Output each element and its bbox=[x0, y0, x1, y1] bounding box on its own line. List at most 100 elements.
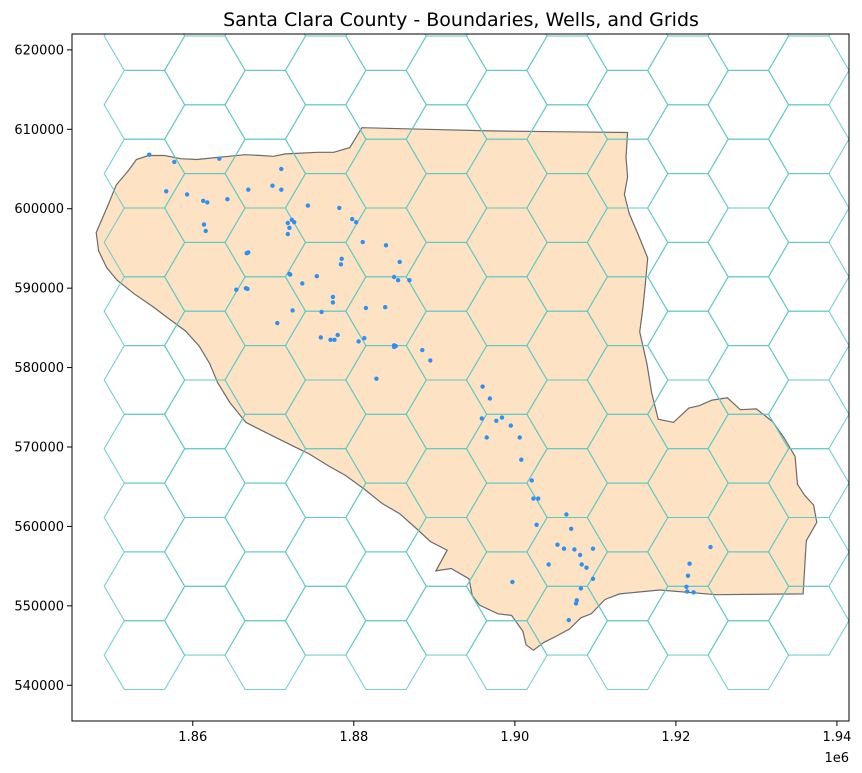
well-point bbox=[684, 584, 689, 589]
y-tick-label: 600000 bbox=[14, 202, 64, 217]
well-point bbox=[479, 416, 484, 421]
hex-cell bbox=[284, 585, 367, 656]
well-point bbox=[687, 561, 692, 566]
well-point bbox=[566, 617, 571, 623]
y-tick-label: 540000 bbox=[14, 679, 64, 694]
y-tick-label: 610000 bbox=[14, 123, 64, 138]
well-point bbox=[519, 457, 524, 462]
map-title: Santa Clara County - Boundaries, Wells, … bbox=[223, 9, 699, 31]
well-point bbox=[330, 300, 336, 305]
well-point bbox=[536, 496, 541, 501]
well-point bbox=[555, 542, 560, 547]
well-point bbox=[305, 203, 311, 208]
x-axis: 1.86 1.88 1.90 1.92 1.94 bbox=[178, 721, 851, 745]
well-point bbox=[279, 187, 284, 192]
hex-cell bbox=[586, 69, 669, 140]
well-point bbox=[546, 562, 551, 567]
hex-cell bbox=[103, 413, 186, 484]
hex-cell bbox=[647, 241, 729, 312]
well-point bbox=[225, 197, 230, 202]
hex-cell bbox=[647, 173, 729, 243]
hex-cell bbox=[707, 207, 790, 278]
y-tick-label: 550000 bbox=[14, 599, 64, 614]
well-point bbox=[508, 423, 513, 428]
hex-cell bbox=[163, 448, 246, 519]
well-point bbox=[356, 339, 361, 344]
well-point bbox=[172, 159, 177, 165]
hex-cell bbox=[103, 69, 186, 140]
hex-cell bbox=[163, 35, 246, 106]
hex-cell bbox=[345, 620, 427, 691]
hex-cell bbox=[647, 35, 729, 106]
well-point bbox=[246, 187, 251, 192]
well-point bbox=[332, 337, 337, 342]
well-point bbox=[685, 573, 691, 578]
well-point bbox=[234, 287, 239, 292]
well-point bbox=[337, 205, 342, 211]
well-point bbox=[290, 308, 295, 313]
well-point bbox=[285, 220, 290, 226]
well-point bbox=[244, 251, 249, 256]
hex-cell bbox=[103, 620, 186, 691]
y-tick-label: 580000 bbox=[14, 361, 64, 376]
hex-cell bbox=[224, 551, 307, 622]
hex-cell bbox=[647, 104, 729, 175]
well-point bbox=[531, 496, 536, 501]
well-point bbox=[205, 200, 210, 205]
y-tick-label: 560000 bbox=[14, 520, 64, 535]
well-point bbox=[350, 216, 355, 222]
well-point bbox=[285, 231, 290, 237]
well-point bbox=[288, 272, 293, 277]
well-point bbox=[494, 418, 499, 423]
well-point bbox=[691, 590, 696, 595]
well-point bbox=[338, 262, 344, 267]
well-point bbox=[573, 601, 579, 606]
hex-cell bbox=[767, 173, 849, 243]
well-point bbox=[397, 259, 402, 265]
well-point bbox=[275, 320, 280, 326]
x-tick-label: 1.88 bbox=[339, 730, 368, 745]
well-point bbox=[335, 332, 340, 338]
well-point bbox=[383, 305, 388, 310]
wells-layer bbox=[147, 152, 713, 623]
well-point bbox=[499, 415, 505, 420]
well-point bbox=[270, 183, 275, 188]
well-point bbox=[569, 526, 574, 531]
well-point bbox=[184, 192, 190, 197]
well-point bbox=[339, 256, 344, 261]
hex-cell bbox=[767, 104, 849, 175]
y-axis: 540000 550000 560000 570000 580000 590000 6000… bbox=[14, 43, 72, 694]
hex-cell bbox=[224, 482, 307, 553]
well-point bbox=[314, 274, 319, 279]
well-point bbox=[391, 344, 397, 350]
well-point bbox=[360, 239, 365, 245]
well-point bbox=[564, 512, 569, 517]
plot-area bbox=[95, 34, 849, 691]
well-point bbox=[147, 152, 152, 157]
well-point bbox=[245, 286, 250, 292]
well-point bbox=[487, 396, 493, 401]
well-point bbox=[279, 166, 284, 172]
well-point bbox=[292, 220, 297, 225]
well-point bbox=[708, 544, 713, 550]
well-point bbox=[318, 335, 323, 340]
hex-cell bbox=[707, 69, 790, 140]
hex-cell bbox=[586, 620, 669, 691]
well-point bbox=[354, 220, 359, 225]
county-boundary bbox=[95, 127, 818, 652]
hex-cell bbox=[284, 35, 367, 106]
well-point bbox=[529, 478, 534, 483]
well-point bbox=[428, 358, 433, 363]
hex-cell bbox=[707, 620, 790, 691]
well-point bbox=[407, 278, 412, 283]
well-point bbox=[362, 336, 367, 341]
hex-cell bbox=[647, 310, 729, 381]
axes-frame bbox=[71, 33, 850, 722]
hex-cell bbox=[224, 69, 307, 140]
hex-cell bbox=[767, 585, 849, 656]
well-point bbox=[203, 228, 208, 234]
y-tick-label: 620000 bbox=[14, 43, 64, 58]
hex-cell bbox=[767, 35, 849, 106]
x-tick-label: 1.94 bbox=[822, 730, 851, 745]
hex-cell bbox=[103, 551, 186, 622]
